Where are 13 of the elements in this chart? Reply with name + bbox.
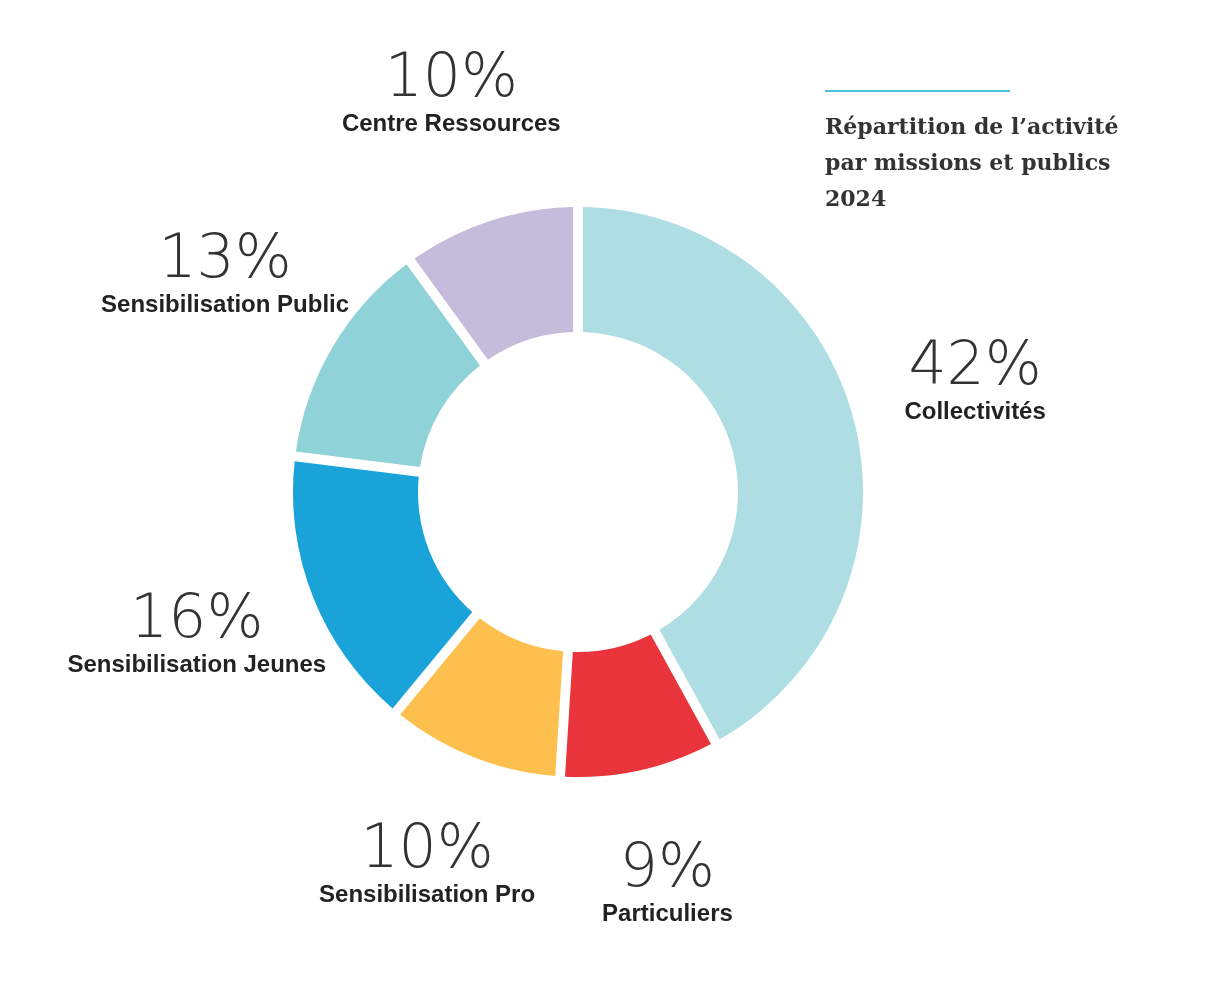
data-label: 10% (384, 40, 518, 111)
slice-label: Particuliers (602, 899, 733, 927)
slice-label: Sensibilisation Public (101, 290, 350, 318)
slice-label: Sensibilisation Pro (319, 880, 536, 908)
data-label: 10% (360, 811, 494, 882)
slice-label: Sensibilisation Jeunes (67, 649, 327, 677)
data-label: 42% (908, 328, 1042, 399)
data-label: 16% (130, 580, 264, 651)
slice-label: Collectivités (904, 397, 1046, 425)
data-label: 9% (619, 830, 716, 901)
slice-label: Centre Ressources (341, 109, 561, 137)
data-label: 13% (158, 221, 292, 292)
text: Répartition de l’activité par missions et publics 2024 (825, 112, 1120, 213)
